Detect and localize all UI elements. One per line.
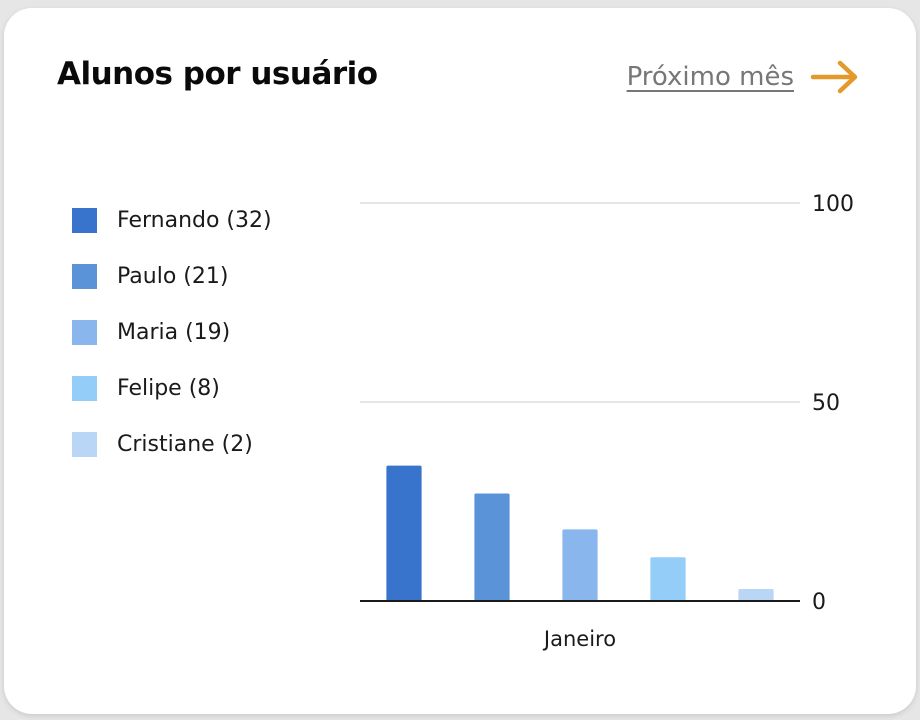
x-category-label: Janeiro: [542, 627, 616, 651]
legend-item: Maria (19): [72, 304, 272, 360]
chart-legend: Fernando (32) Paulo (21) Maria (19) Felipe …: [72, 192, 272, 472]
legend-swatch: [72, 263, 97, 289]
legend-swatch: [72, 431, 97, 457]
legend-swatch: [72, 319, 97, 345]
card-title: Alunos por usuário: [57, 56, 378, 92]
legend-label: Paulo (21): [117, 263, 229, 289]
legend-item: Fernando (32): [72, 192, 272, 248]
legend-swatch: [72, 207, 97, 233]
next-month-label: Próximo mês: [626, 62, 794, 92]
legend-label: Cristiane (2): [117, 431, 253, 457]
bar: [562, 529, 598, 601]
y-tick-label: 100: [812, 192, 854, 217]
bar: [738, 589, 774, 601]
legend-label: Fernando (32): [117, 207, 272, 233]
chart-card: Alunos por usuário Próximo mês Fernando …: [4, 8, 916, 714]
y-tick-label: 0: [812, 590, 826, 615]
bar-chart: 0 50 100 Janeiro: [360, 192, 854, 651]
bar: [650, 557, 686, 601]
arrow-right-icon: [810, 60, 860, 94]
legend-label: Felipe (8): [117, 375, 220, 401]
bar: [386, 465, 422, 601]
legend-item: Felipe (8): [72, 360, 272, 416]
legend-item: Paulo (21): [72, 248, 272, 304]
legend-swatch: [72, 375, 97, 401]
legend-label: Maria (19): [117, 319, 231, 345]
bar: [474, 493, 510, 601]
next-month-link[interactable]: Próximo mês: [627, 60, 860, 94]
legend-item: Cristiane (2): [72, 416, 272, 472]
y-tick-label: 50: [812, 391, 840, 416]
